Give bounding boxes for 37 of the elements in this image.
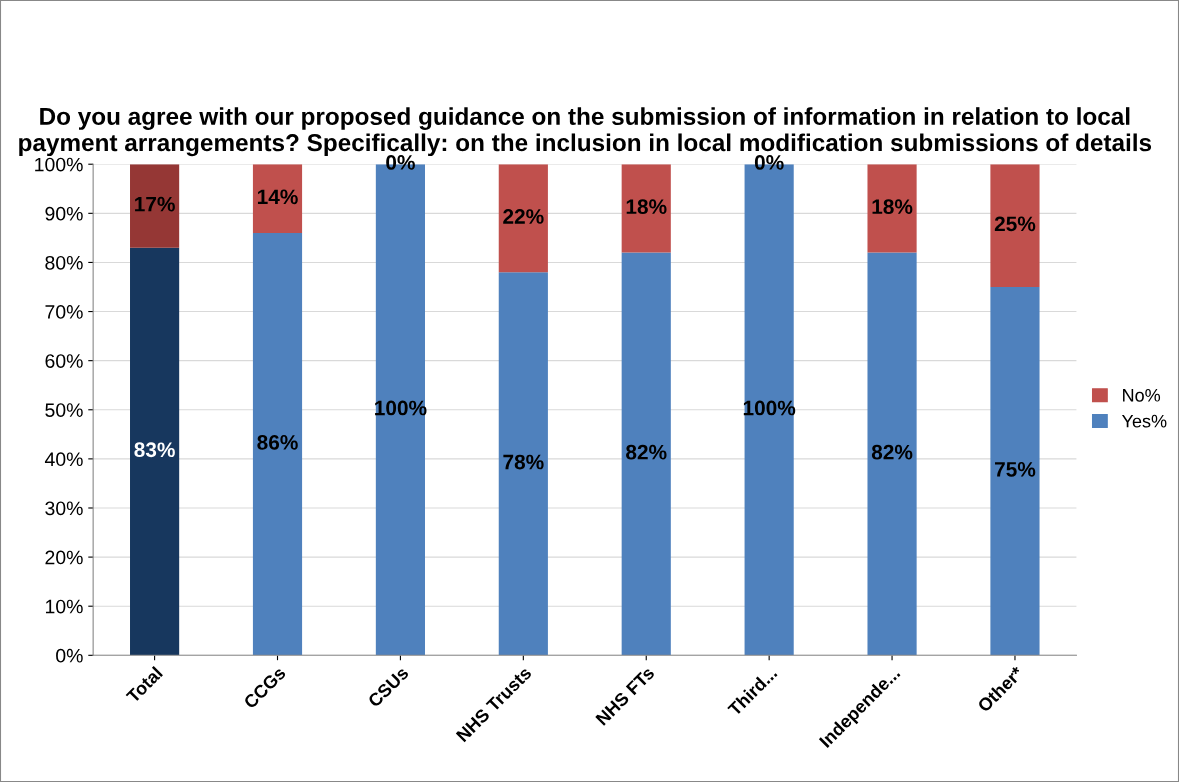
data-label: 78% xyxy=(503,454,544,470)
data-label: 75% xyxy=(995,462,1036,477)
bar xyxy=(252,164,303,233)
y-tick-label: 20% xyxy=(45,550,83,565)
y-tick-label: 30% xyxy=(45,501,83,516)
y-tick-label: 10% xyxy=(45,599,83,614)
legend-label: No% xyxy=(1123,388,1161,402)
y-tick-label: 70% xyxy=(45,305,83,319)
bar xyxy=(990,164,1040,287)
data-label: 83% xyxy=(134,442,175,458)
data-label: 22% xyxy=(503,209,544,224)
y-tick-label: 50% xyxy=(45,403,83,418)
data-label: 18% xyxy=(872,199,913,215)
data-label: 82% xyxy=(871,444,913,460)
data-label: 17% xyxy=(135,196,175,212)
bar xyxy=(252,232,303,656)
bar xyxy=(130,247,180,656)
y-tick-label: 100% xyxy=(35,157,83,172)
data-label: 86% xyxy=(257,434,298,450)
bar xyxy=(867,252,917,656)
data-label: 25% xyxy=(994,216,1036,232)
y-tick-label: 60% xyxy=(45,354,83,368)
data-label: 14% xyxy=(257,189,298,205)
legend-label: Yes% xyxy=(1121,414,1167,428)
data-label: 18% xyxy=(626,199,667,215)
y-tick-label: 0% xyxy=(56,648,83,663)
y-tick-label: 80% xyxy=(45,255,83,270)
data-label: 82% xyxy=(626,444,667,460)
bar xyxy=(130,164,180,248)
y-tick-label: 40% xyxy=(44,452,83,467)
bar xyxy=(867,164,917,253)
bar xyxy=(498,272,548,656)
bar xyxy=(498,164,548,273)
y-tick-label: 90% xyxy=(45,206,83,221)
bar xyxy=(990,286,1040,656)
bar xyxy=(621,252,671,656)
bar xyxy=(621,164,671,253)
